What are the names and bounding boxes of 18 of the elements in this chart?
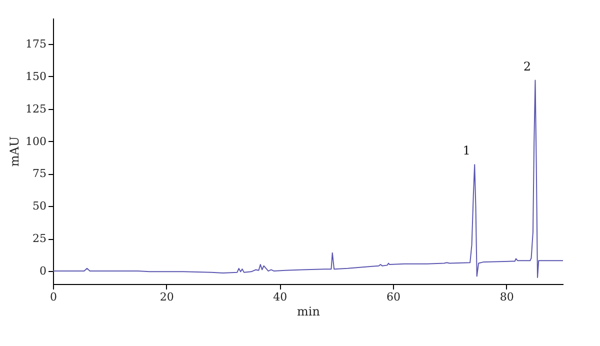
y-tick-label: 75: [32, 167, 46, 180]
line-series: [53, 80, 563, 278]
x-tick-label: 0: [50, 290, 57, 304]
x-tick-label: 40: [273, 290, 288, 304]
y-axis-title: mAU: [8, 136, 22, 167]
x-tick-label: 80: [500, 290, 514, 304]
y-tick-label: 0: [40, 264, 46, 278]
y-tick-label: 175: [26, 37, 46, 50]
y-tick-label: 25: [32, 232, 46, 246]
y-tick-label: 125: [26, 102, 46, 116]
y-tick-label: 100: [26, 134, 46, 148]
y-tick-label: 50: [32, 200, 46, 213]
annotation: 1: [462, 144, 470, 158]
x-tick-label: 60: [386, 290, 400, 304]
annotation: 2: [523, 59, 532, 74]
y-tick-label: 150: [26, 70, 46, 83]
x-tick-label: 20: [160, 290, 174, 304]
x-axis-title: min: [297, 304, 320, 318]
